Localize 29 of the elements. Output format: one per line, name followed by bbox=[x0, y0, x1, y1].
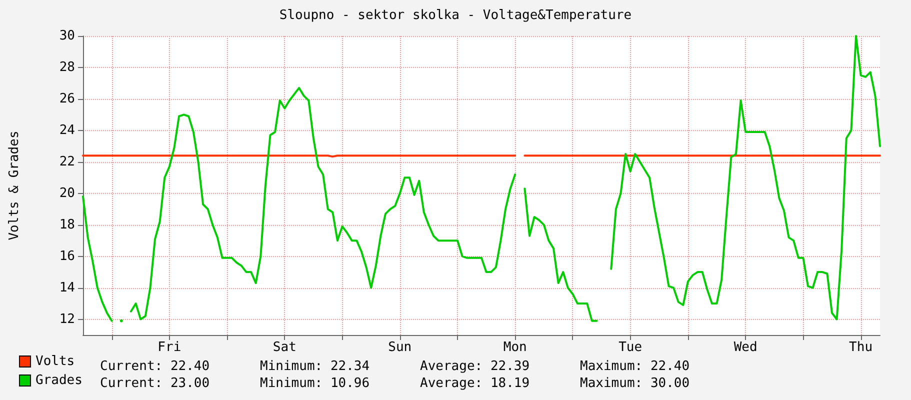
y-tick-label: 14 bbox=[59, 280, 76, 296]
y-tick-label: 30 bbox=[59, 28, 75, 44]
text: Maximum: 22.40 bbox=[580, 359, 690, 374]
y-tick-label: 22 bbox=[59, 154, 75, 170]
y-tick-label: 20 bbox=[59, 186, 75, 201]
x-tick-label: Sun bbox=[388, 340, 412, 355]
y-tick-label: 18 bbox=[59, 217, 75, 232]
y-tick-label: 28 bbox=[59, 60, 75, 75]
text: Current: 22.40 bbox=[100, 359, 210, 374]
text: Minimum: 22.34 bbox=[260, 359, 370, 374]
text: Current: 23.00 bbox=[100, 376, 210, 391]
y-tick-label: 12 bbox=[59, 312, 75, 327]
y-tick-label: 16 bbox=[59, 248, 75, 264]
chart-title: Sloupno - sektor skolka - Voltage&Temperature bbox=[279, 8, 632, 23]
x-tick-label: Mon bbox=[503, 340, 527, 355]
legend-label: Grades bbox=[36, 373, 82, 388]
text: Average: 22.39 bbox=[420, 359, 530, 374]
text: Minimum: 10.96 bbox=[260, 376, 370, 391]
x-tick-label: Tue bbox=[618, 340, 642, 355]
x-tick-label: Thu bbox=[849, 340, 873, 355]
text: Maximum: 30.00 bbox=[580, 376, 690, 391]
x-tick-label: Sat bbox=[272, 340, 296, 355]
x-tick-label: Fri bbox=[158, 340, 182, 355]
y-tick-label: 26 bbox=[59, 91, 75, 106]
x-tick-label: Wed bbox=[734, 340, 758, 355]
legend-label: Volts bbox=[36, 354, 75, 369]
text: Average: 18.19 bbox=[420, 376, 530, 391]
y-axis-title: Volts & Grades bbox=[7, 130, 22, 240]
y-tick-label: 24 bbox=[59, 122, 76, 138]
